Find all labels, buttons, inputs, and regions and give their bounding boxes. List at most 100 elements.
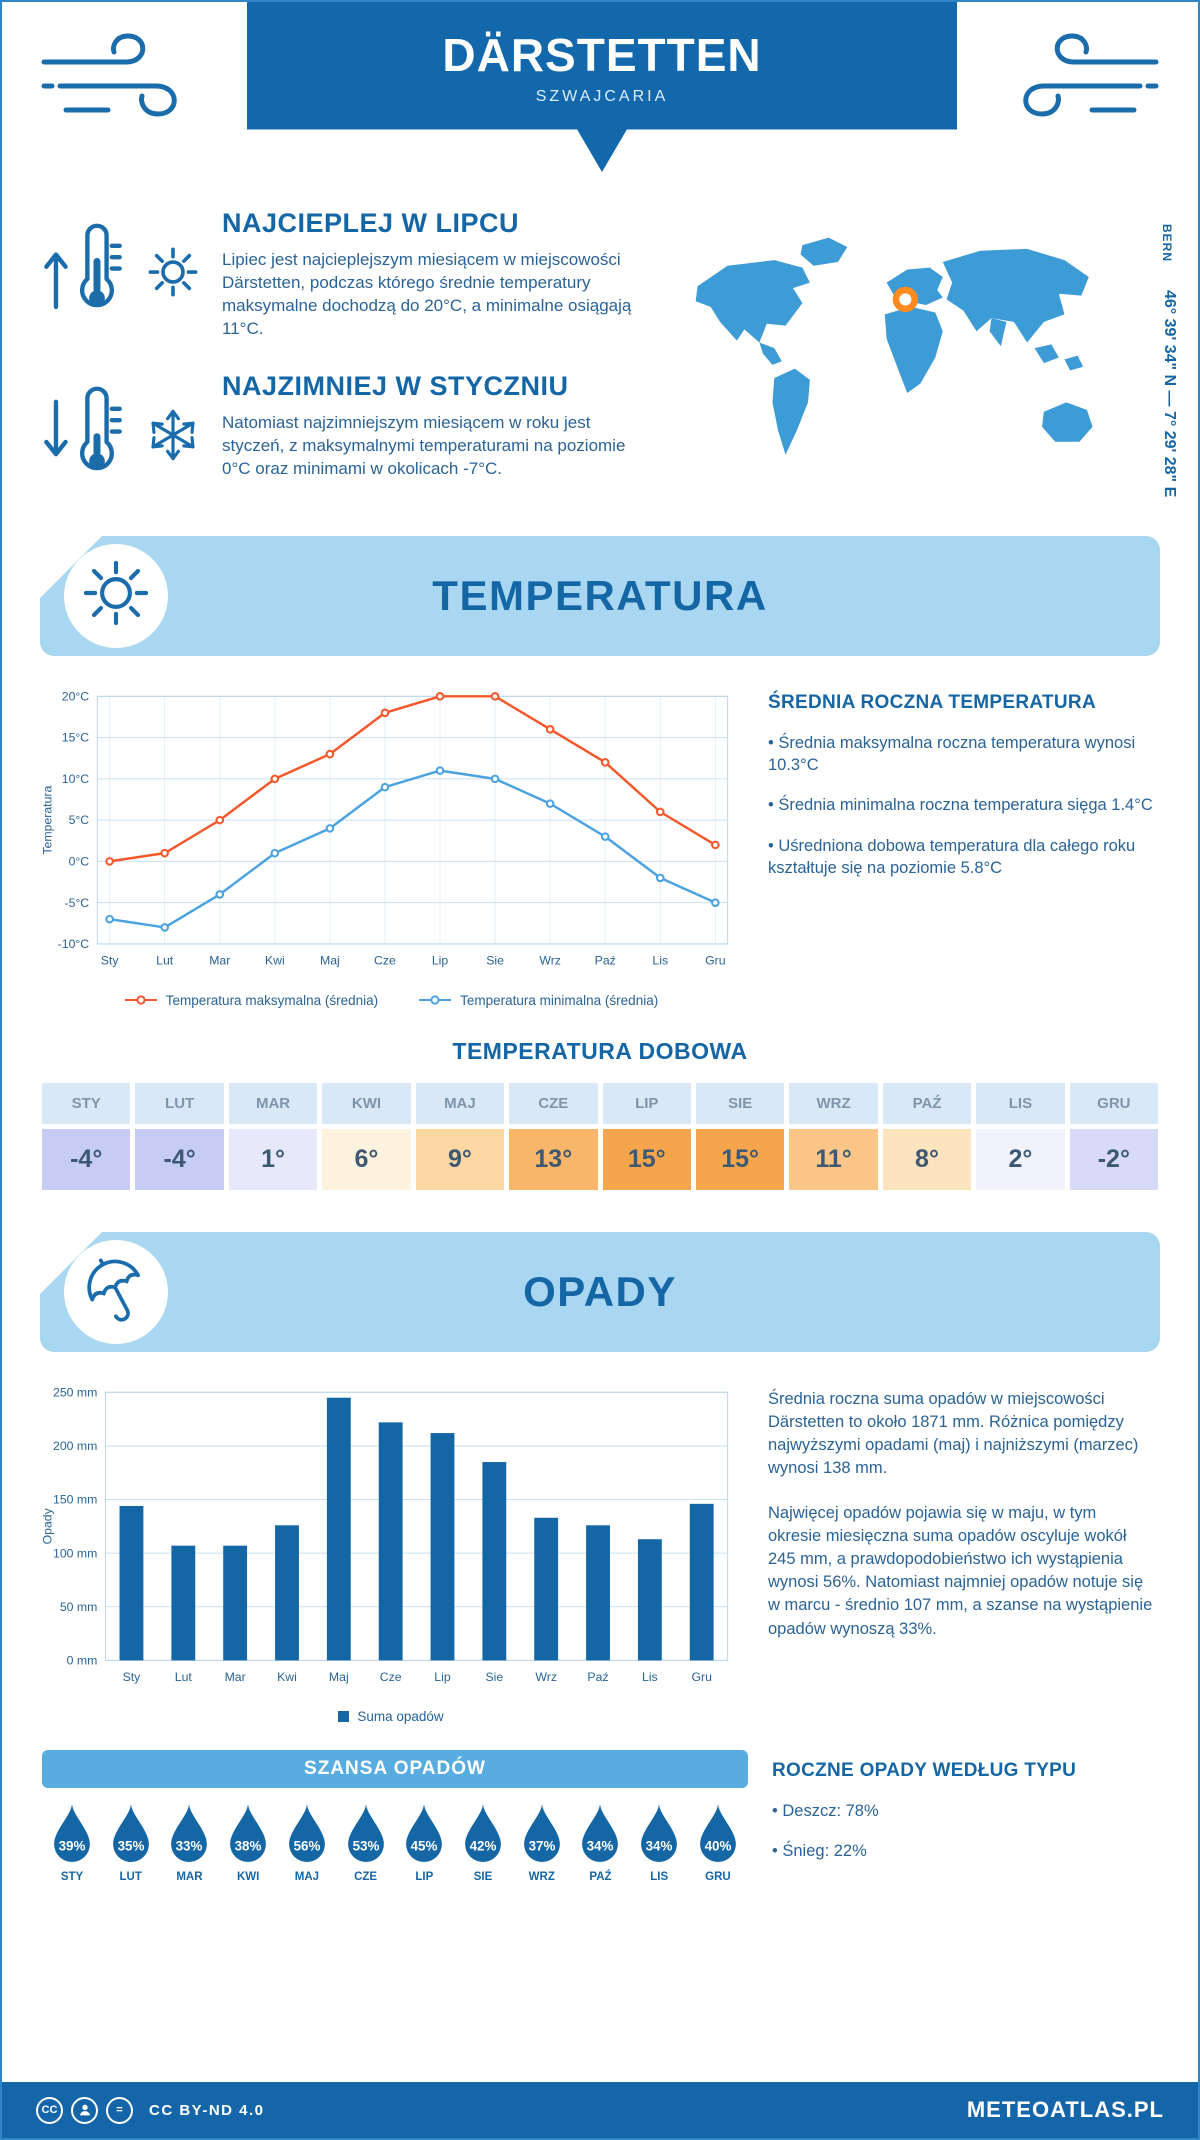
droplet-icon: 40%: [700, 1803, 736, 1863]
svg-text:Mar: Mar: [209, 953, 230, 967]
svg-text:Paź: Paź: [595, 953, 616, 967]
temperature-line-chart: -10°C -5°C 0°C 5°C 10°C 15°C 20°C Sty Lut Mar Kwi M…: [38, 682, 744, 989]
sun-icon: [144, 243, 202, 306]
wind-icon: [30, 22, 190, 147]
daily-column: KWI 6°: [322, 1082, 411, 1190]
daily-column: STY -4°: [42, 1082, 131, 1190]
cold-title: NAJZIMNIEJ W STYCZNIU: [222, 370, 569, 401]
precip-droplet: 34% PAŹ: [574, 1802, 626, 1883]
precip-droplet: 42% SIE: [457, 1802, 509, 1883]
svg-text:Lut: Lut: [156, 953, 174, 967]
site-link[interactable]: METEOATLAS.PL: [966, 2097, 1164, 2122]
daily-column: LUT -4°: [135, 1082, 224, 1190]
droplet-icon: 33%: [171, 1803, 208, 1863]
svg-text:34%: 34%: [646, 1839, 673, 1854]
warm-text: NAJCIEPLEJ W LIPCU Lipiec jest najcieple…: [222, 208, 632, 341]
annual-temperature-title: ŚREDNIA ROCZNA TEMPERATURA: [768, 691, 1096, 713]
month-header: LUT: [135, 1082, 224, 1124]
svg-text:Sie: Sie: [485, 1670, 503, 1684]
svg-text:53%: 53%: [352, 1839, 379, 1854]
droplet-month-label: KWI: [236, 1870, 260, 1883]
legend-item: Suma opadów: [338, 1709, 444, 1724]
svg-text:38%: 38%: [235, 1839, 262, 1854]
svg-text:-10°C: -10°C: [58, 937, 90, 951]
thermometer-down-icon: [42, 377, 138, 498]
svg-text:45%: 45%: [411, 1839, 438, 1854]
daily-column: MAJ 9°: [415, 1082, 505, 1190]
temperature-banner: TEMPERATURA: [40, 535, 1160, 656]
daily-temp-value: 9°: [415, 1128, 505, 1190]
daily-temp-value: 8°: [882, 1128, 972, 1190]
title-banner: DÄRSTETTEN SZWAJCARIA: [247, 2, 957, 172]
daily-temperature-table: STY -4° LUT -4° MAR 1° KWI 6° MAJ 9° CZE 13° L…: [42, 1082, 1159, 1190]
droplet-icon: 39%: [54, 1803, 90, 1863]
cold-paragraph: Natomiast najzimniejszym miesiącem w rok…: [222, 412, 626, 478]
precipitation-paragraph: Średnia roczna suma opadów w miejscowośc…: [768, 1389, 1139, 1477]
thermometer-up-icon: [42, 214, 138, 335]
precip-droplet: 35% LUT: [105, 1802, 157, 1883]
daily-column: CZE 13°: [509, 1082, 598, 1190]
daily-temp-value: 2°: [976, 1128, 1065, 1190]
droplet-month-label: SIE: [473, 1870, 493, 1883]
svg-text:20°C: 20°C: [62, 689, 90, 703]
droplet-month-label: STY: [60, 1870, 84, 1883]
annual-temperature-panel: ŚREDNIA ROCZNA TEMPERATURA Średnia maksy…: [768, 682, 1154, 1008]
annual-temp-bullet: Średnia maksymalna roczna temperatura wy…: [768, 732, 1154, 777]
umbrella-icon-circle: [64, 1239, 168, 1344]
month-header: GRU: [1069, 1082, 1159, 1124]
svg-text:Cze: Cze: [374, 953, 396, 967]
precipitation-banner: OPADY: [40, 1231, 1160, 1352]
precipitation-chart-legend: Suma opadów: [38, 1709, 744, 1724]
month-header: PAŹ: [882, 1082, 972, 1124]
no-derivatives-icon: =: [106, 2096, 133, 2124]
precipitation-chance-row: SZANSA OPADÓW 39% STY 35% LUT 33% MAR 38…: [2, 1724, 1198, 1883]
daily-temp-value: 15°: [602, 1128, 691, 1190]
droplet-row: 39% STY 35% LUT 33% MAR 38% KWI 56% MAJ …: [42, 1802, 748, 1883]
world-map: BERN 46° 39' 34" N — 7° 29' 28" E: [662, 208, 1182, 528]
svg-text:Lip: Lip: [434, 1670, 451, 1684]
svg-text:Kwi: Kwi: [277, 1670, 297, 1684]
temperature-chart-legend: Temperatura maksymalna (średnia) Temperat…: [38, 993, 744, 1008]
footer: CC = CC BY-ND 4.0 METEOATLAS.PL: [2, 2082, 1198, 2138]
highlights-section: NAJCIEPLEJ W LIPCU Lipiec jest najcieple…: [2, 190, 1198, 528]
umbrella-icon: [79, 1252, 153, 1331]
month-header: MAR: [228, 1082, 318, 1124]
svg-text:250 mm: 250 mm: [53, 1385, 97, 1399]
precipitation-section-title: OPADY: [523, 1267, 677, 1315]
svg-text:10°C: 10°C: [62, 772, 90, 786]
precip-droplet: 53% CZE: [340, 1802, 392, 1883]
daily-temp-value: 6°: [322, 1128, 411, 1190]
svg-text:Maj: Maj: [320, 953, 340, 967]
svg-text:200 mm: 200 mm: [53, 1439, 97, 1453]
droplet-month-label: GRU: [705, 1870, 731, 1883]
svg-text:Paź: Paź: [587, 1670, 608, 1684]
precipitation-chance-column: SZANSA OPADÓW 39% STY 35% LUT 33% MAR 38…: [42, 1750, 748, 1883]
svg-text:42%: 42%: [470, 1839, 497, 1854]
precip-droplet: 56% MAJ: [281, 1802, 333, 1883]
svg-text:Lip: Lip: [432, 953, 449, 967]
daily-temp-value: -2°: [1069, 1128, 1159, 1190]
month-header: LIS: [976, 1082, 1065, 1124]
warmest-month-block: NAJCIEPLEJ W LIPCU Lipiec jest najcieple…: [42, 208, 662, 341]
precip-droplet: 40% GRU: [692, 1802, 744, 1883]
daily-column: GRU -2°: [1069, 1082, 1159, 1190]
month-header: MAJ: [415, 1082, 505, 1124]
legend-item: Temperatura maksymalna (średnia): [124, 993, 378, 1008]
droplet-icon: 42%: [465, 1803, 501, 1863]
page-title: DÄRSTETTEN: [442, 29, 762, 81]
daily-column: MAR 1°: [228, 1082, 318, 1190]
daily-temp-value: 13°: [509, 1128, 598, 1190]
month-header: WRZ: [789, 1082, 878, 1124]
precipitation-type-list: Deszcz: 78% Śnieg: 22%: [772, 1800, 1158, 1863]
droplet-icon: 35%: [112, 1803, 149, 1863]
daily-temp-value: 15°: [695, 1128, 785, 1190]
droplet-icon: 34%: [641, 1803, 678, 1863]
license-icons[interactable]: CC =: [36, 2096, 133, 2124]
precip-type-bullet: Deszcz: 78%: [772, 1800, 1158, 1822]
daily-column: PAŹ 8°: [882, 1082, 972, 1190]
svg-text:33%: 33%: [176, 1839, 203, 1854]
wind-icon: [1010, 22, 1170, 147]
svg-text:39%: 39%: [59, 1839, 86, 1854]
header: DÄRSTETTEN SZWAJCARIA: [2, 2, 1198, 190]
precip-droplet: 37% WRZ: [516, 1802, 568, 1883]
